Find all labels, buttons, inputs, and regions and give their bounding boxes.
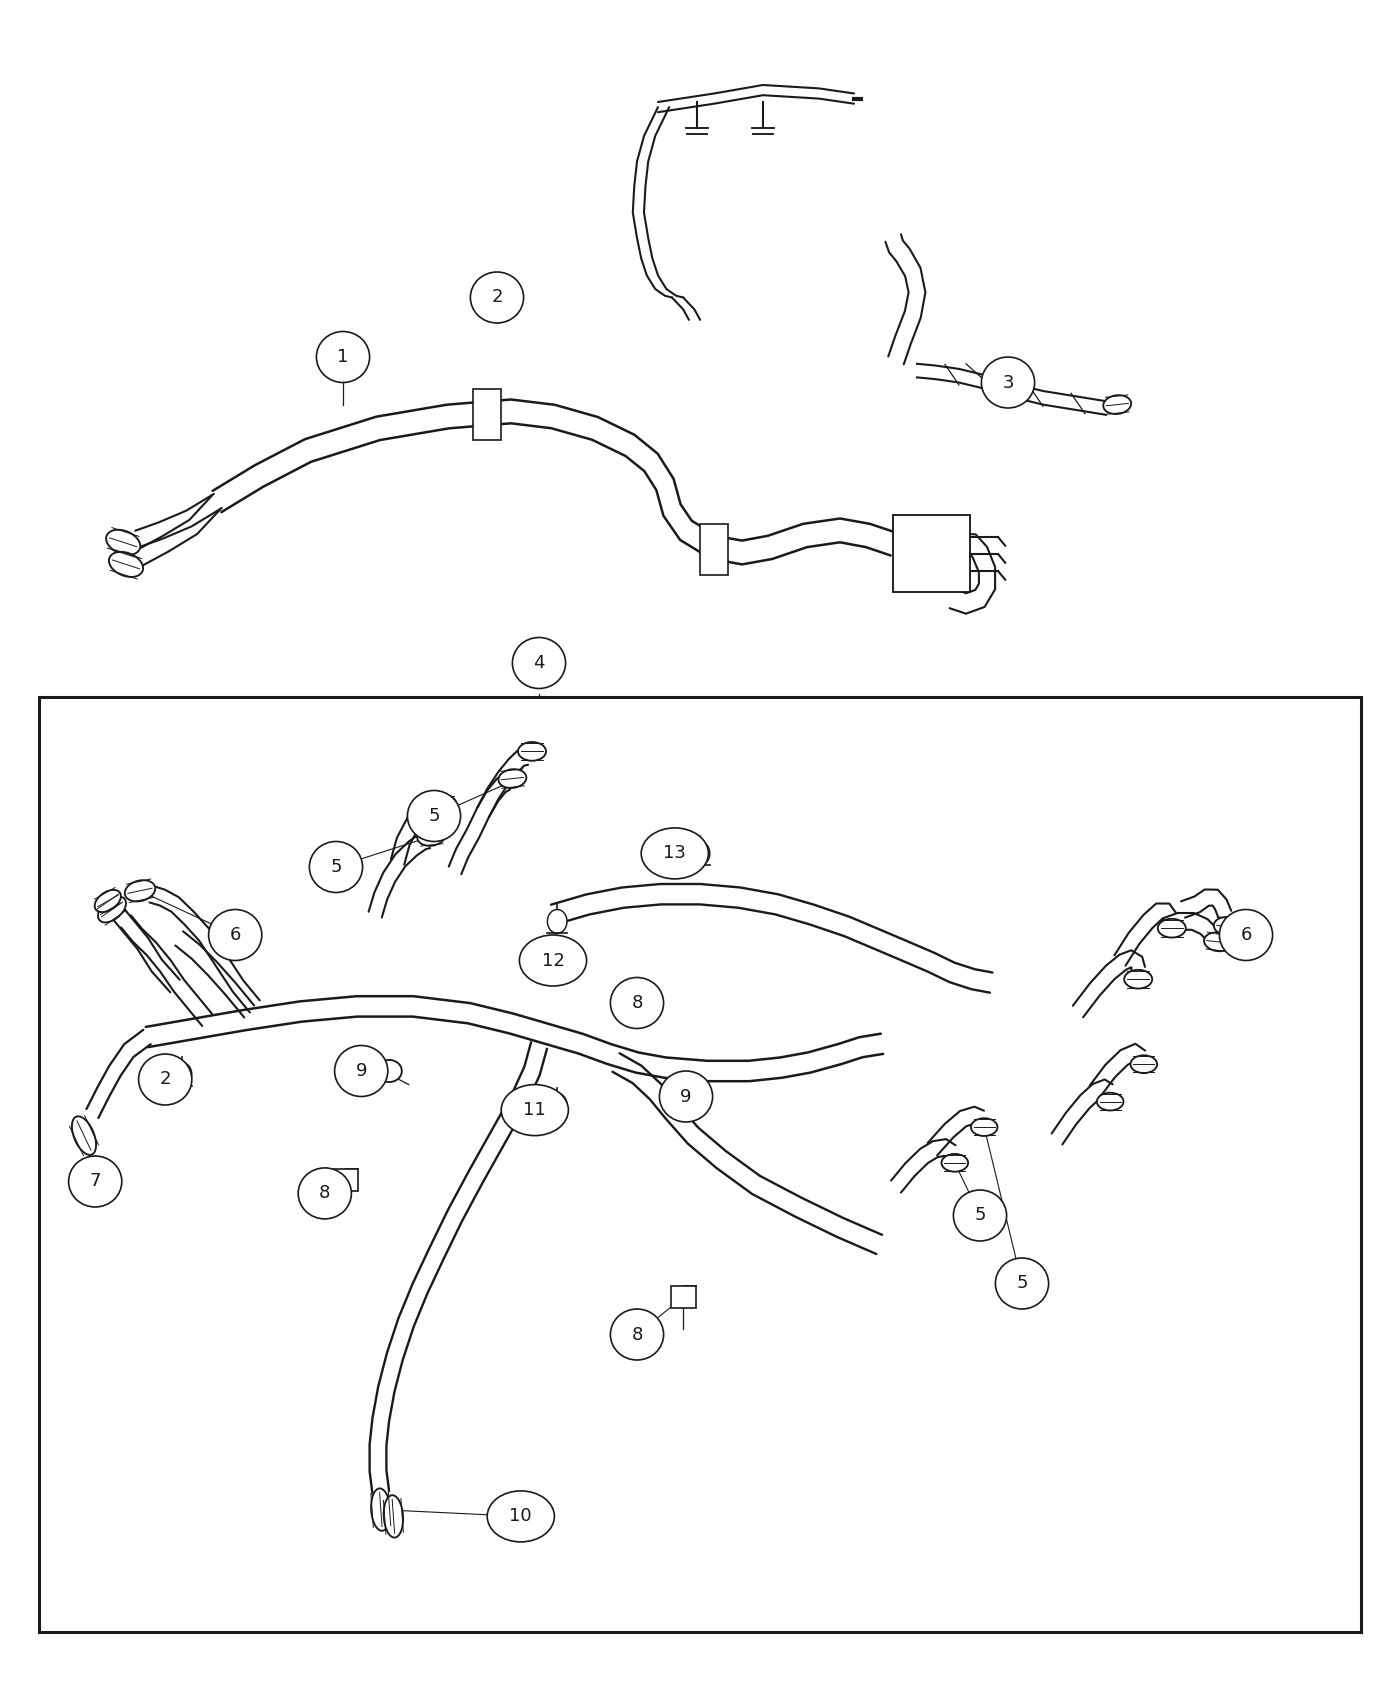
Ellipse shape xyxy=(106,530,140,554)
Text: 8: 8 xyxy=(631,994,643,1011)
Ellipse shape xyxy=(371,1489,391,1530)
Text: 5: 5 xyxy=(330,858,342,876)
Ellipse shape xyxy=(69,1156,122,1207)
Text: 13: 13 xyxy=(664,845,686,862)
Ellipse shape xyxy=(512,638,566,688)
Ellipse shape xyxy=(501,1085,568,1136)
Ellipse shape xyxy=(1158,918,1186,938)
Ellipse shape xyxy=(659,1071,713,1122)
Ellipse shape xyxy=(1204,932,1232,952)
Ellipse shape xyxy=(1124,969,1152,989)
Bar xyxy=(700,524,728,575)
Text: 1: 1 xyxy=(337,348,349,366)
Ellipse shape xyxy=(98,896,126,923)
Bar xyxy=(671,1287,696,1307)
Ellipse shape xyxy=(1103,394,1131,415)
Ellipse shape xyxy=(316,332,370,382)
Ellipse shape xyxy=(518,741,546,762)
Text: 9: 9 xyxy=(680,1088,692,1105)
Text: 5: 5 xyxy=(974,1207,986,1224)
Text: 9: 9 xyxy=(356,1062,367,1080)
Ellipse shape xyxy=(972,1119,997,1136)
Bar xyxy=(893,515,970,592)
Text: 3: 3 xyxy=(1002,374,1014,391)
Ellipse shape xyxy=(610,1309,664,1360)
Bar xyxy=(473,389,501,440)
Text: 4: 4 xyxy=(533,654,545,672)
Ellipse shape xyxy=(335,1046,388,1096)
Ellipse shape xyxy=(953,1190,1007,1241)
Text: 10: 10 xyxy=(510,1508,532,1525)
Ellipse shape xyxy=(680,1076,706,1100)
Ellipse shape xyxy=(428,796,456,814)
Ellipse shape xyxy=(995,1258,1049,1309)
Text: 12: 12 xyxy=(542,952,564,969)
Text: 11: 11 xyxy=(524,1102,546,1119)
Bar xyxy=(333,1170,358,1190)
Ellipse shape xyxy=(941,1154,969,1171)
Text: 5: 5 xyxy=(1016,1275,1028,1292)
Text: 8: 8 xyxy=(631,1326,643,1343)
Ellipse shape xyxy=(309,842,363,892)
Ellipse shape xyxy=(519,935,587,986)
Ellipse shape xyxy=(1131,1056,1156,1073)
Circle shape xyxy=(547,1093,567,1117)
Bar xyxy=(39,697,1361,1632)
Text: 5: 5 xyxy=(428,808,440,824)
Text: 7: 7 xyxy=(90,1173,101,1190)
Ellipse shape xyxy=(1219,910,1273,960)
Ellipse shape xyxy=(95,889,120,913)
Text: 8: 8 xyxy=(319,1185,330,1202)
Ellipse shape xyxy=(125,881,155,901)
Ellipse shape xyxy=(384,1496,403,1537)
Circle shape xyxy=(690,842,710,865)
Ellipse shape xyxy=(407,790,461,842)
Ellipse shape xyxy=(487,1491,554,1542)
Ellipse shape xyxy=(470,272,524,323)
Text: 6: 6 xyxy=(230,927,241,944)
Ellipse shape xyxy=(109,552,143,576)
Ellipse shape xyxy=(1214,916,1242,937)
Ellipse shape xyxy=(209,910,262,960)
Ellipse shape xyxy=(610,977,664,1028)
Text: 6: 6 xyxy=(1240,927,1252,944)
Ellipse shape xyxy=(498,768,526,789)
Ellipse shape xyxy=(1098,1093,1123,1110)
Text: 2: 2 xyxy=(491,289,503,306)
Ellipse shape xyxy=(377,1061,402,1083)
Text: 2: 2 xyxy=(160,1071,171,1088)
Ellipse shape xyxy=(641,828,708,879)
Ellipse shape xyxy=(981,357,1035,408)
Ellipse shape xyxy=(417,826,445,847)
Circle shape xyxy=(487,298,507,321)
Circle shape xyxy=(547,910,567,933)
Ellipse shape xyxy=(139,1054,192,1105)
Ellipse shape xyxy=(71,1117,97,1154)
Bar xyxy=(626,989,651,1010)
Circle shape xyxy=(172,1062,192,1086)
Ellipse shape xyxy=(298,1168,351,1219)
